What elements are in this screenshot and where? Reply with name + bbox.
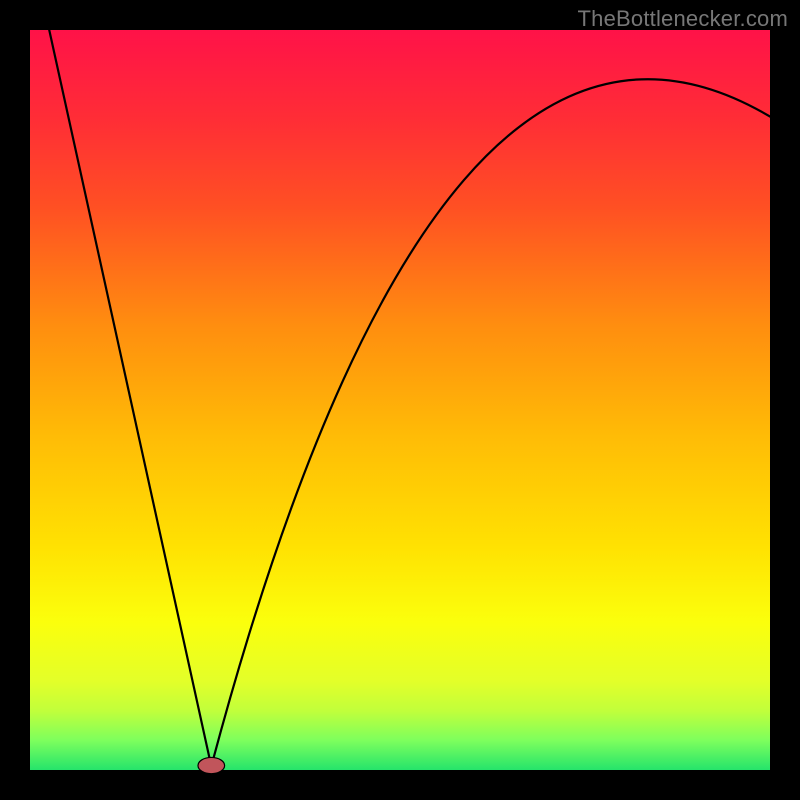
chart-container: TheBottlenecker.com [0, 0, 800, 800]
plot-background [30, 30, 770, 770]
watermark-label: TheBottlenecker.com [578, 6, 788, 32]
bottleneck-chart [0, 0, 800, 800]
optimal-marker [198, 757, 225, 773]
